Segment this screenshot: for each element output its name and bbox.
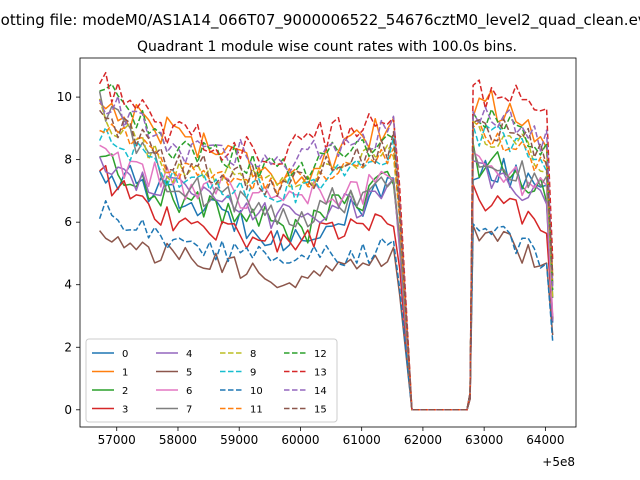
x-tick-label: 62000 <box>404 433 442 447</box>
series-line-12 <box>99 83 554 411</box>
plot-area <box>98 71 554 411</box>
y-tick-label: 0 <box>64 403 72 417</box>
y-tick-label: 2 <box>64 340 72 354</box>
x-tick-label: 58000 <box>159 433 197 447</box>
legend-label-11: 11 <box>250 405 263 416</box>
x-tick-label: 60000 <box>281 433 319 447</box>
legend-label-4: 4 <box>186 349 192 360</box>
legend-label-5: 5 <box>186 368 192 379</box>
y-tick-label: 8 <box>64 153 72 167</box>
y-tick-label: 10 <box>57 90 72 104</box>
axes-frame <box>79 57 577 428</box>
figure-suptitle: Plotting file: modeM0/AS1A14_066T07_9000… <box>0 11 640 30</box>
x-tick-label: 63000 <box>465 433 503 447</box>
x-tick-label: 61000 <box>343 433 381 447</box>
series-line-10 <box>98 200 554 411</box>
legend-box <box>85 338 338 423</box>
legend-label-6: 6 <box>186 386 192 397</box>
legend-label-10: 10 <box>250 386 263 397</box>
legend-label-13: 13 <box>314 368 327 379</box>
legend-label-14: 14 <box>314 386 327 397</box>
legend-label-2: 2 <box>122 386 128 397</box>
series-line-7 <box>98 91 554 411</box>
y-tick-label: 4 <box>64 278 72 292</box>
series-line-15 <box>99 109 554 411</box>
legend-label-8: 8 <box>250 349 256 360</box>
series-line-0 <box>98 157 554 411</box>
series-line-2 <box>99 142 554 411</box>
series-line-14 <box>98 95 554 411</box>
x-axis-offset-label: +5e8 <box>542 455 575 469</box>
series-line-3 <box>99 164 554 411</box>
axes: 57000 58000 59000 60000 61000 62000 63000 64000… <box>57 57 577 447</box>
legend-label-0: 0 <box>122 349 128 360</box>
series-line-9 <box>98 124 554 411</box>
series-line-8 <box>98 98 554 411</box>
legend-label-15: 15 <box>314 405 327 416</box>
x-tick-label: 57000 <box>98 433 136 447</box>
legend-label-1: 1 <box>122 368 128 379</box>
series-line-5 <box>99 224 554 411</box>
legend-label-9: 9 <box>250 368 256 379</box>
series-line-13 <box>98 71 554 411</box>
legend-label-3: 3 <box>122 405 128 416</box>
x-tick-label: 59000 <box>220 433 258 447</box>
series-line-11 <box>99 121 554 411</box>
chart-title: Quadrant 1 module wise count rates with … <box>137 39 517 55</box>
legend-label-7: 7 <box>186 405 192 416</box>
x-tick-label: 64000 <box>526 433 564 447</box>
y-tick-label: 6 <box>64 215 72 229</box>
legend-label-12: 12 <box>314 349 327 360</box>
